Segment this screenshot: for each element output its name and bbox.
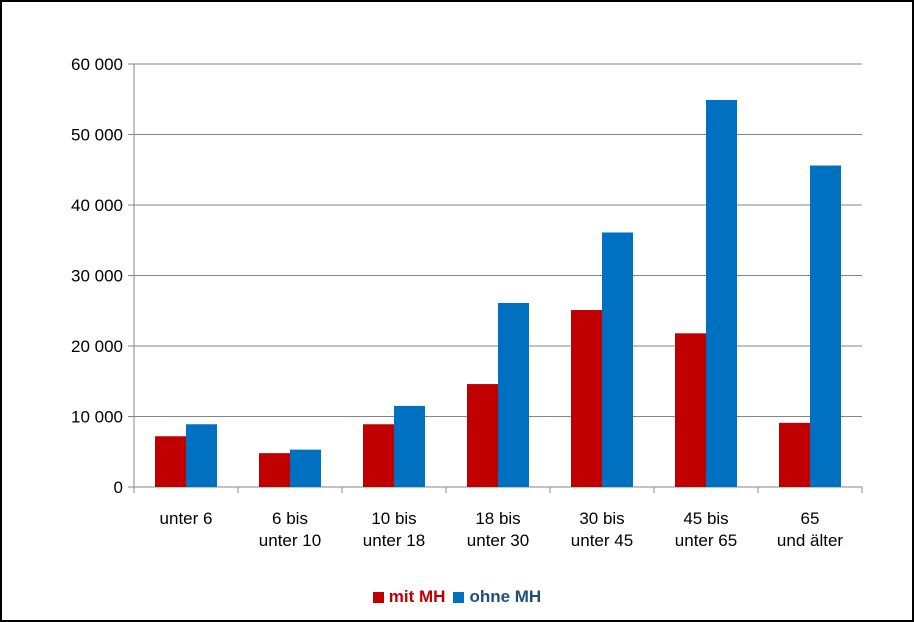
y-tick-label: 50 000 [71,126,123,145]
bar-mit-mh [779,422,810,487]
y-tick-label: 40 000 [71,196,123,215]
x-category-label: unter 10 [259,531,321,550]
legend: mit MH ohne MH [2,587,912,607]
y-tick-label: 30 000 [71,267,123,286]
bar-ohne-mh [186,424,217,487]
bar-ohne-mh [602,232,633,487]
x-category-label: unter 65 [675,531,737,550]
x-category-label: 6 bis [272,509,308,528]
bar-ohne-mh [498,302,529,487]
x-category-label: unter 45 [571,531,633,550]
y-tick-label: 20 000 [71,337,123,356]
x-category-label: unter 18 [363,531,425,550]
bar-chart: 0 10 000 20 000 30 000 40 000 50 000 60 000 unt… [71,55,863,550]
x-category-label: unter 6 [160,509,213,528]
x-category-label: 45 bis [683,509,728,528]
x-category-label: und älter [777,531,843,550]
legend-label: mit MH [388,587,446,606]
bar-ohne-mh [290,449,321,487]
y-tick-label: 60 000 [71,55,123,74]
legend-swatch [453,591,465,603]
bar-mit-mh [467,384,498,487]
bar-ohne-mh [706,99,737,487]
legend-item: mit MH [372,587,446,607]
y-tick-label: 10 000 [71,408,123,427]
x-category-label: unter 30 [467,531,529,550]
bar-ohne-mh [394,405,425,487]
legend-item: ohne MH [453,587,541,607]
legend-swatch [372,591,384,603]
bar-ohne-mh [810,165,841,487]
bar-mit-mh [363,424,394,487]
x-category-label: 18 bis [475,509,520,528]
bar-mit-mh [675,333,706,487]
y-tick-label: 0 [114,478,123,497]
x-category-label: 65 [801,509,820,528]
bar-mit-mh [155,436,186,487]
x-category-label: 10 bis [371,509,416,528]
bar-mit-mh [571,310,602,487]
legend-label: ohne MH [469,587,542,606]
x-category-label: 30 bis [579,509,624,528]
bar-mit-mh [259,453,290,487]
